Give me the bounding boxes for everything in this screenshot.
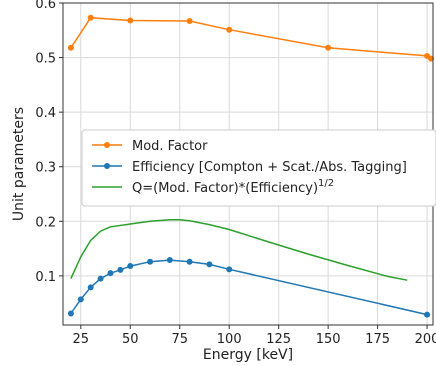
x-tick-label: 175 (365, 332, 390, 347)
y-tick-label: 0.4 (35, 106, 56, 121)
legend-label-mod-factor: Mod. Factor (132, 139, 208, 154)
x-axis-label: Energy [keV] (203, 347, 293, 363)
series-line-0 (70, 16, 432, 60)
series-0-point (226, 26, 233, 33)
series-0-point (127, 17, 134, 24)
legend-marker-mod-factor (104, 142, 110, 148)
axis-ticks: 25 50 75 100 125 150 175 200 0.1 0.2 0.3 0.4 0.5 0.6 (35, 0, 436, 347)
y-tick-label: 0.6 (35, 0, 56, 12)
legend-label-efficiency: Efficiency [Compton + Scat./Abs. Tagging… (132, 160, 407, 175)
legend: Mod. Factor Efficiency [Compton + Scat./… (81, 129, 436, 207)
x-tick-label: 25 (73, 332, 90, 347)
legend-entry-mod-factor: Mod. Factor (92, 139, 208, 154)
series-1-point (206, 261, 213, 268)
series-1-point (67, 310, 74, 317)
series-0-point (67, 44, 74, 51)
series-1-point (97, 275, 104, 282)
x-tick-label: 125 (266, 332, 291, 347)
y-tick-label: 0.1 (35, 270, 56, 285)
y-tick-label: 0.5 (35, 52, 56, 67)
series-1-point (424, 311, 431, 318)
series-0-point (186, 18, 193, 25)
series-0-point (87, 14, 94, 21)
y-tick-label: 0.2 (35, 215, 56, 230)
x-tick-label: 50 (122, 332, 139, 347)
x-tick-label: 200 (415, 332, 436, 347)
series-line-1 (70, 259, 428, 316)
legend-marker-efficiency (104, 163, 110, 169)
series-1-point (226, 266, 233, 273)
x-tick-label: 150 (316, 332, 341, 347)
series-0-point (325, 44, 332, 51)
legend-label-q-superscript: 1/2 (318, 178, 334, 189)
legend-box (81, 129, 436, 207)
x-tick-label: 100 (217, 332, 242, 347)
series-1-point (147, 258, 154, 265)
series-1-point (107, 270, 114, 277)
series-1-point (87, 284, 94, 291)
x-tick-label: 75 (171, 332, 188, 347)
y-axis-label: Unit parameters (11, 107, 27, 221)
series-1-point (127, 263, 134, 270)
legend-entry-efficiency: Efficiency [Compton + Scat./Abs. Tagging… (92, 160, 407, 175)
legend-entry-q: Q=(Mod. Factor)*(Efficiency)1/2 (92, 178, 334, 196)
series-layer (67, 14, 435, 318)
series-1-point (166, 257, 173, 264)
series-1-point (77, 296, 84, 303)
series-1-point (186, 258, 193, 265)
legend-label-q: Q=(Mod. Factor)*(Efficiency)1/2 (132, 178, 334, 196)
series-line-2 (70, 218, 408, 281)
legend-label-q-main: Q=(Mod. Factor)*(Efficiency) (132, 181, 318, 196)
y-tick-label: 0.3 (35, 161, 56, 176)
series-1-point (117, 266, 124, 273)
